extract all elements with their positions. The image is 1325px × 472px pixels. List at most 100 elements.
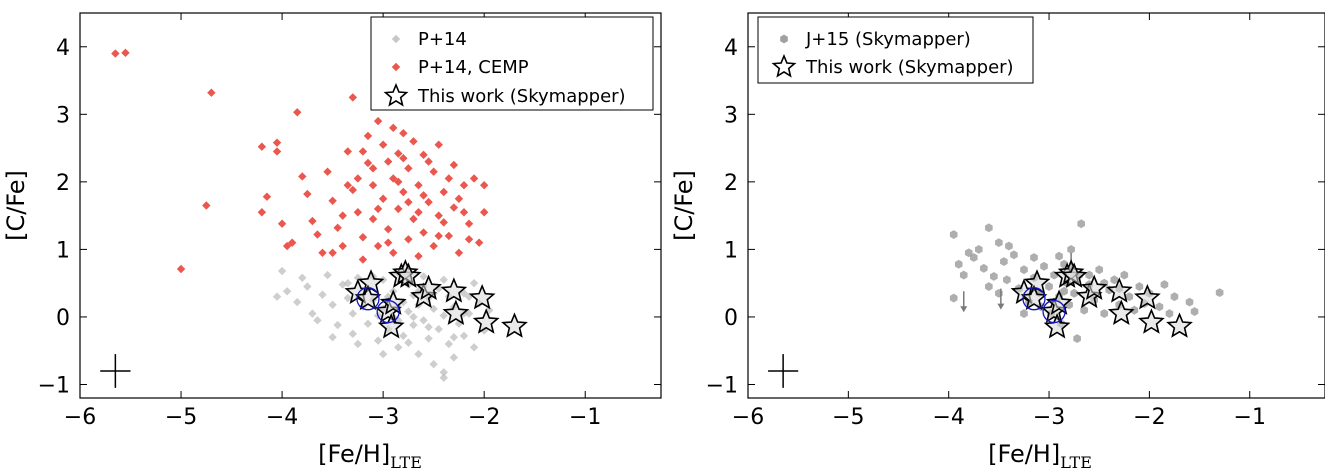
x-tick-label: −6: [732, 405, 764, 430]
data-point: [368, 214, 378, 224]
data-point: [424, 157, 433, 166]
x-tick-label: −1: [569, 405, 601, 430]
upper-limit-head: [960, 306, 968, 313]
data-point: [303, 282, 312, 291]
highlight-circle: [356, 287, 380, 311]
data-point: [293, 108, 302, 117]
legend: P+14 P+14, CEMP This work (Skymapper): [370, 16, 654, 111]
data-point: [954, 259, 963, 269]
data-point: [479, 208, 489, 217]
x-tick-label: −5: [165, 405, 197, 430]
y-tick-label: 1: [724, 238, 738, 263]
axes-frame: [79, 12, 662, 399]
data-point: [469, 174, 479, 183]
data-point: [277, 266, 287, 276]
data-point: [363, 131, 373, 141]
x-tick-label: −2: [468, 405, 500, 430]
data-point: [1020, 309, 1028, 318]
legend-marker-diamond: [391, 34, 401, 44]
legend-label: P+14: [418, 29, 467, 50]
star-point: [1020, 284, 1048, 311]
data-point: [404, 338, 413, 347]
highlight-circle: [376, 299, 400, 324]
data-point: [434, 211, 443, 220]
x-tick-label: −5: [832, 405, 864, 430]
data-point: [343, 181, 352, 190]
data-point: [318, 248, 327, 257]
y-tick-label: −1: [706, 373, 738, 398]
star-point: [1105, 277, 1133, 303]
data-point: [1130, 305, 1139, 315]
data-point: [419, 228, 428, 237]
data-point: [409, 312, 418, 322]
data-point: [358, 147, 368, 156]
data-point: [409, 137, 418, 146]
data-point: [404, 307, 413, 316]
data-point: [959, 270, 968, 280]
star-point: [1080, 274, 1108, 300]
y-tick-label: 2: [724, 171, 738, 196]
data-point: [1215, 288, 1224, 298]
data-point: [1030, 253, 1038, 262]
star-point: [377, 312, 405, 339]
x-tick-label: −3: [1033, 405, 1065, 430]
data-point: [287, 238, 297, 247]
data-point: [1170, 292, 1179, 302]
data-point: [424, 334, 433, 343]
data-point: [282, 241, 292, 251]
data-point: [368, 181, 378, 190]
data-point: [272, 138, 282, 147]
data-point: [282, 287, 292, 296]
data-point: [298, 273, 307, 282]
data-point: [454, 248, 464, 257]
data-point: [969, 253, 978, 262]
data-point: [343, 293, 352, 303]
data-point: [404, 197, 413, 207]
data-point: [419, 191, 428, 200]
highlight-circle: [1022, 287, 1046, 311]
data-point: [399, 154, 408, 163]
x-axis-label-subscript: LTE: [1060, 453, 1092, 472]
legend-label: This work (Skymapper): [417, 86, 626, 107]
y-tick-label: 3: [56, 103, 70, 128]
data-point: [399, 129, 408, 138]
y-axis-label: [C/Fe]: [670, 170, 698, 241]
data-point: [378, 140, 388, 149]
data-point: [449, 333, 459, 342]
data-point: [389, 248, 398, 257]
star-point: [472, 308, 500, 334]
data-point: [414, 251, 423, 261]
data-point: [1085, 270, 1093, 280]
data-point: [434, 140, 443, 149]
left-panel: −6 −5 −4 −3 −2 −1−101234[Fe/H]LTE[C/Fe]P+14P+…: [2, 12, 662, 472]
data-point: [464, 219, 474, 228]
star-point: [1133, 283, 1161, 310]
data-point: [399, 187, 408, 197]
star-point: [1138, 308, 1165, 334]
y-tick-label: 4: [724, 36, 738, 61]
data-point: [257, 208, 267, 217]
upper-limit-arrow: [960, 291, 968, 313]
data-point: [1100, 309, 1109, 318]
data-point: [990, 272, 998, 281]
data-point: [323, 167, 332, 176]
data-point: [348, 309, 358, 318]
data-point: [1005, 241, 1013, 251]
data-point: [404, 164, 413, 173]
data-point: [444, 339, 454, 349]
star-point: [1107, 299, 1135, 325]
star-point: [394, 262, 422, 288]
data-point: [328, 196, 337, 205]
data-point: [1060, 286, 1068, 296]
data-point: [353, 174, 363, 183]
y-tick-label: 4: [56, 36, 70, 61]
data-point: [439, 187, 448, 197]
data-point: [419, 272, 428, 281]
data-point: [439, 373, 448, 382]
data-point: [358, 233, 368, 242]
data-point: [176, 264, 186, 274]
data-point: [464, 309, 474, 318]
data-point: [424, 322, 433, 332]
data-point: [419, 150, 428, 160]
data-point: [328, 248, 337, 257]
